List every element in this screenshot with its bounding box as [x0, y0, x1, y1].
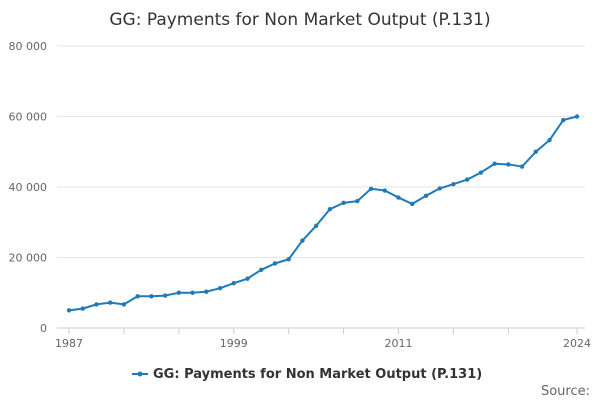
data-point-2018[interactable]	[492, 161, 497, 166]
data-point-2014[interactable]	[437, 186, 442, 191]
data-point-2023[interactable]	[561, 117, 566, 123]
data-point-2011[interactable]	[396, 195, 401, 200]
x-tick-label-1: 1999	[220, 337, 248, 350]
data-point-2008[interactable]	[355, 198, 360, 204]
source-label: Source:	[541, 384, 590, 399]
data-point-2006[interactable]	[327, 207, 333, 212]
data-point-1998[interactable]	[217, 285, 223, 291]
data-point-1997[interactable]	[204, 289, 209, 294]
data-point-1992[interactable]	[135, 294, 140, 299]
data-point-2007[interactable]	[341, 200, 346, 206]
x-tick-label-0: 1987	[55, 337, 83, 350]
x-tick-label-2: 2011	[385, 337, 413, 350]
series-line-0	[68, 115, 578, 312]
legend-marker-swatch	[137, 371, 143, 377]
data-point-1991[interactable]	[121, 302, 127, 307]
series-layer	[66, 114, 580, 313]
chart-title: GG: Payments for Non Market Output (P.13…	[109, 10, 490, 30]
data-point-2021[interactable]	[533, 149, 539, 154]
y-tick-label-0: 0	[40, 322, 47, 335]
grid-lines	[57, 45, 585, 258]
data-point-1990[interactable]	[107, 300, 113, 305]
legend-label: GG: Payments for Non Market Output (P.13…	[153, 367, 482, 382]
data-point-2019[interactable]	[506, 162, 511, 167]
data-point-2003[interactable]	[286, 257, 291, 262]
x-axis-tick-labels: 1987 1999 2011 2024	[55, 337, 591, 350]
data-point-1989[interactable]	[94, 302, 99, 307]
data-point-2005[interactable]	[313, 223, 319, 228]
data-point-1996[interactable]	[190, 290, 195, 295]
legend[interactable]: GG: Payments for Non Market Output (P.13…	[132, 367, 482, 382]
data-point-1987[interactable]	[66, 308, 72, 313]
data-point-1994[interactable]	[162, 293, 168, 298]
data-point-2016[interactable]	[464, 177, 470, 182]
data-point-1995[interactable]	[176, 290, 182, 295]
data-point-2001[interactable]	[259, 267, 264, 273]
x-tick-label-3: 2024	[563, 337, 591, 350]
data-point-2012[interactable]	[410, 201, 415, 207]
data-point-2020[interactable]	[519, 164, 525, 169]
y-tick-label-2: 40 000	[9, 181, 48, 194]
data-point-2022[interactable]	[547, 137, 552, 143]
x-axis	[57, 327, 585, 334]
data-point-1988[interactable]	[80, 306, 85, 311]
data-point-1999[interactable]	[231, 281, 236, 286]
y-axis-tick-labels: 0 20 000 40 000 60 000 80 000	[9, 40, 48, 335]
data-point-2002[interactable]	[272, 261, 278, 266]
data-point-2004[interactable]	[300, 238, 305, 243]
data-point-2010[interactable]	[382, 188, 387, 193]
y-tick-label-1: 20 000	[9, 252, 48, 265]
y-tick-label-4: 80 000	[9, 40, 48, 53]
data-point-2024[interactable]	[574, 114, 580, 119]
data-point-1993[interactable]	[149, 294, 154, 299]
y-tick-label-3: 60 000	[9, 111, 48, 124]
data-point-2009[interactable]	[368, 186, 374, 191]
data-point-2017[interactable]	[478, 170, 484, 175]
data-point-2000[interactable]	[245, 276, 250, 281]
data-point-2013[interactable]	[423, 193, 429, 199]
data-point-2015[interactable]	[451, 181, 456, 187]
